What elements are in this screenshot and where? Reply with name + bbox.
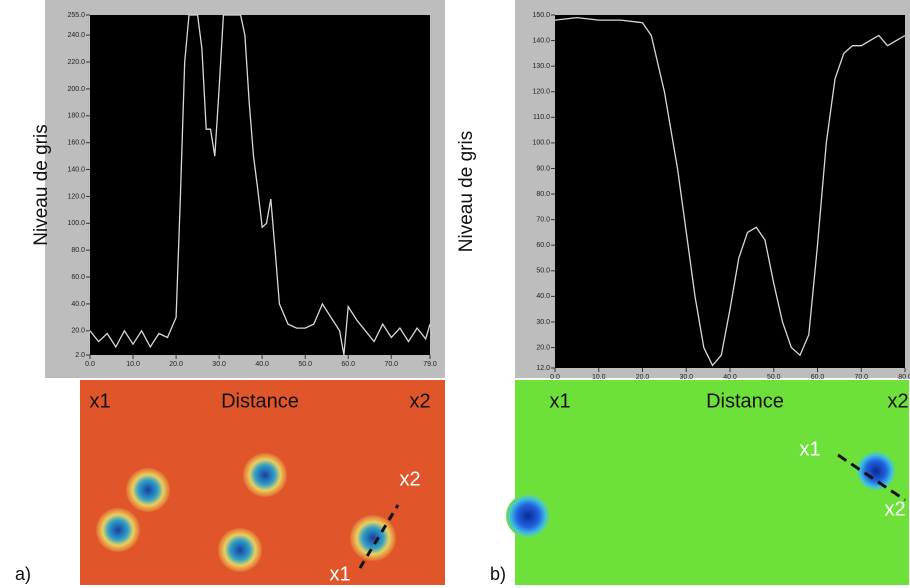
- y-tick-label: 70.0: [536, 216, 550, 223]
- y-tick-label: 80.0: [71, 247, 85, 254]
- panel-label: b): [490, 564, 506, 584]
- y-tick-label: 240.0: [67, 32, 85, 39]
- plot-area: [555, 15, 905, 368]
- x-tick-label: 60.0: [341, 361, 355, 368]
- x-tick-label: 30.0: [212, 361, 226, 368]
- x-tick-label: 40.0: [723, 374, 737, 381]
- y-tick-label: 140.0: [67, 166, 85, 173]
- y-tick-label: 60.0: [536, 242, 550, 249]
- annotation: x2: [884, 498, 905, 520]
- y-tick-label: 220.0: [67, 59, 85, 66]
- x-tick-label: 40.0: [255, 361, 269, 368]
- y-axis-label: Niveau de gris: [31, 124, 52, 245]
- x-tick-label: 10.0: [592, 374, 606, 381]
- y-tick-label: 100.0: [532, 140, 550, 147]
- y-axis-label: Niveau de gris: [456, 131, 477, 252]
- annotation: x2: [399, 468, 420, 490]
- y-tick-label: 200.0: [67, 86, 85, 93]
- y-tick-label: 100.0: [67, 220, 85, 227]
- y-tick-label: 20.0: [71, 328, 85, 335]
- cells-b: [506, 451, 906, 538]
- x-tick-label: 80.0: [898, 374, 910, 381]
- cells-a: [96, 453, 400, 572]
- x-tick-label: 60.0: [811, 374, 825, 381]
- panel-label: a): [15, 564, 31, 584]
- y-tick-label: 40.0: [536, 293, 550, 300]
- annotation: x1: [799, 438, 820, 460]
- x-tick-label: 70.0: [384, 361, 398, 368]
- x-tick-label: 50.0: [298, 361, 312, 368]
- x-tick-label: 70.0: [854, 374, 868, 381]
- x-tick-label: 30.0: [679, 374, 693, 381]
- x-tick-label: 50.0: [767, 374, 781, 381]
- y-tick-label: 90.0: [536, 165, 550, 172]
- annotation: x1: [549, 390, 570, 412]
- y-tick-label: 120.0: [67, 193, 85, 200]
- y-tick-label: 60.0: [71, 274, 85, 281]
- y-tick-label: 160.0: [67, 140, 85, 147]
- line: [89, 14, 431, 356]
- y-tick-label: 2.0: [75, 352, 85, 359]
- x-tick-label: 79.0: [423, 361, 437, 368]
- y-tick-label: 255.0: [67, 12, 85, 19]
- x-tick-label: 10.0: [126, 361, 140, 368]
- y-tick-label: 130.0: [532, 63, 550, 70]
- y-tick-label: 150.0: [532, 12, 550, 19]
- image-b: [515, 380, 909, 585]
- y-tick-label: 120.0: [532, 89, 550, 96]
- y-tick-label: 30.0: [536, 319, 550, 326]
- line: [554, 16, 906, 367]
- y-tick-label: 40.0: [71, 301, 85, 308]
- annotation: x2: [409, 390, 430, 412]
- plot-area: [90, 15, 430, 355]
- y-tick-label: 50.0: [536, 268, 550, 275]
- x-tick-label: 20.0: [636, 374, 650, 381]
- x-tick-label: 20.0: [169, 361, 183, 368]
- y-tick-label: 180.0: [67, 113, 85, 120]
- y-tick-label: 12.0: [536, 365, 550, 372]
- x-tick-label: 0.0: [550, 374, 560, 381]
- annotation: x1: [89, 390, 110, 412]
- y-tick-label: 20.0: [536, 344, 550, 351]
- y-tick-label: 140.0: [532, 37, 550, 44]
- annotation: x1: [329, 563, 350, 585]
- annotation: x2: [887, 390, 908, 412]
- x-axis-label: Distance: [221, 390, 299, 412]
- x-tick-label: 0.0: [85, 361, 95, 368]
- x-axis-label: Distance: [706, 390, 784, 412]
- y-tick-label: 110.0: [533, 114, 550, 121]
- y-tick-label: 80.0: [536, 191, 550, 198]
